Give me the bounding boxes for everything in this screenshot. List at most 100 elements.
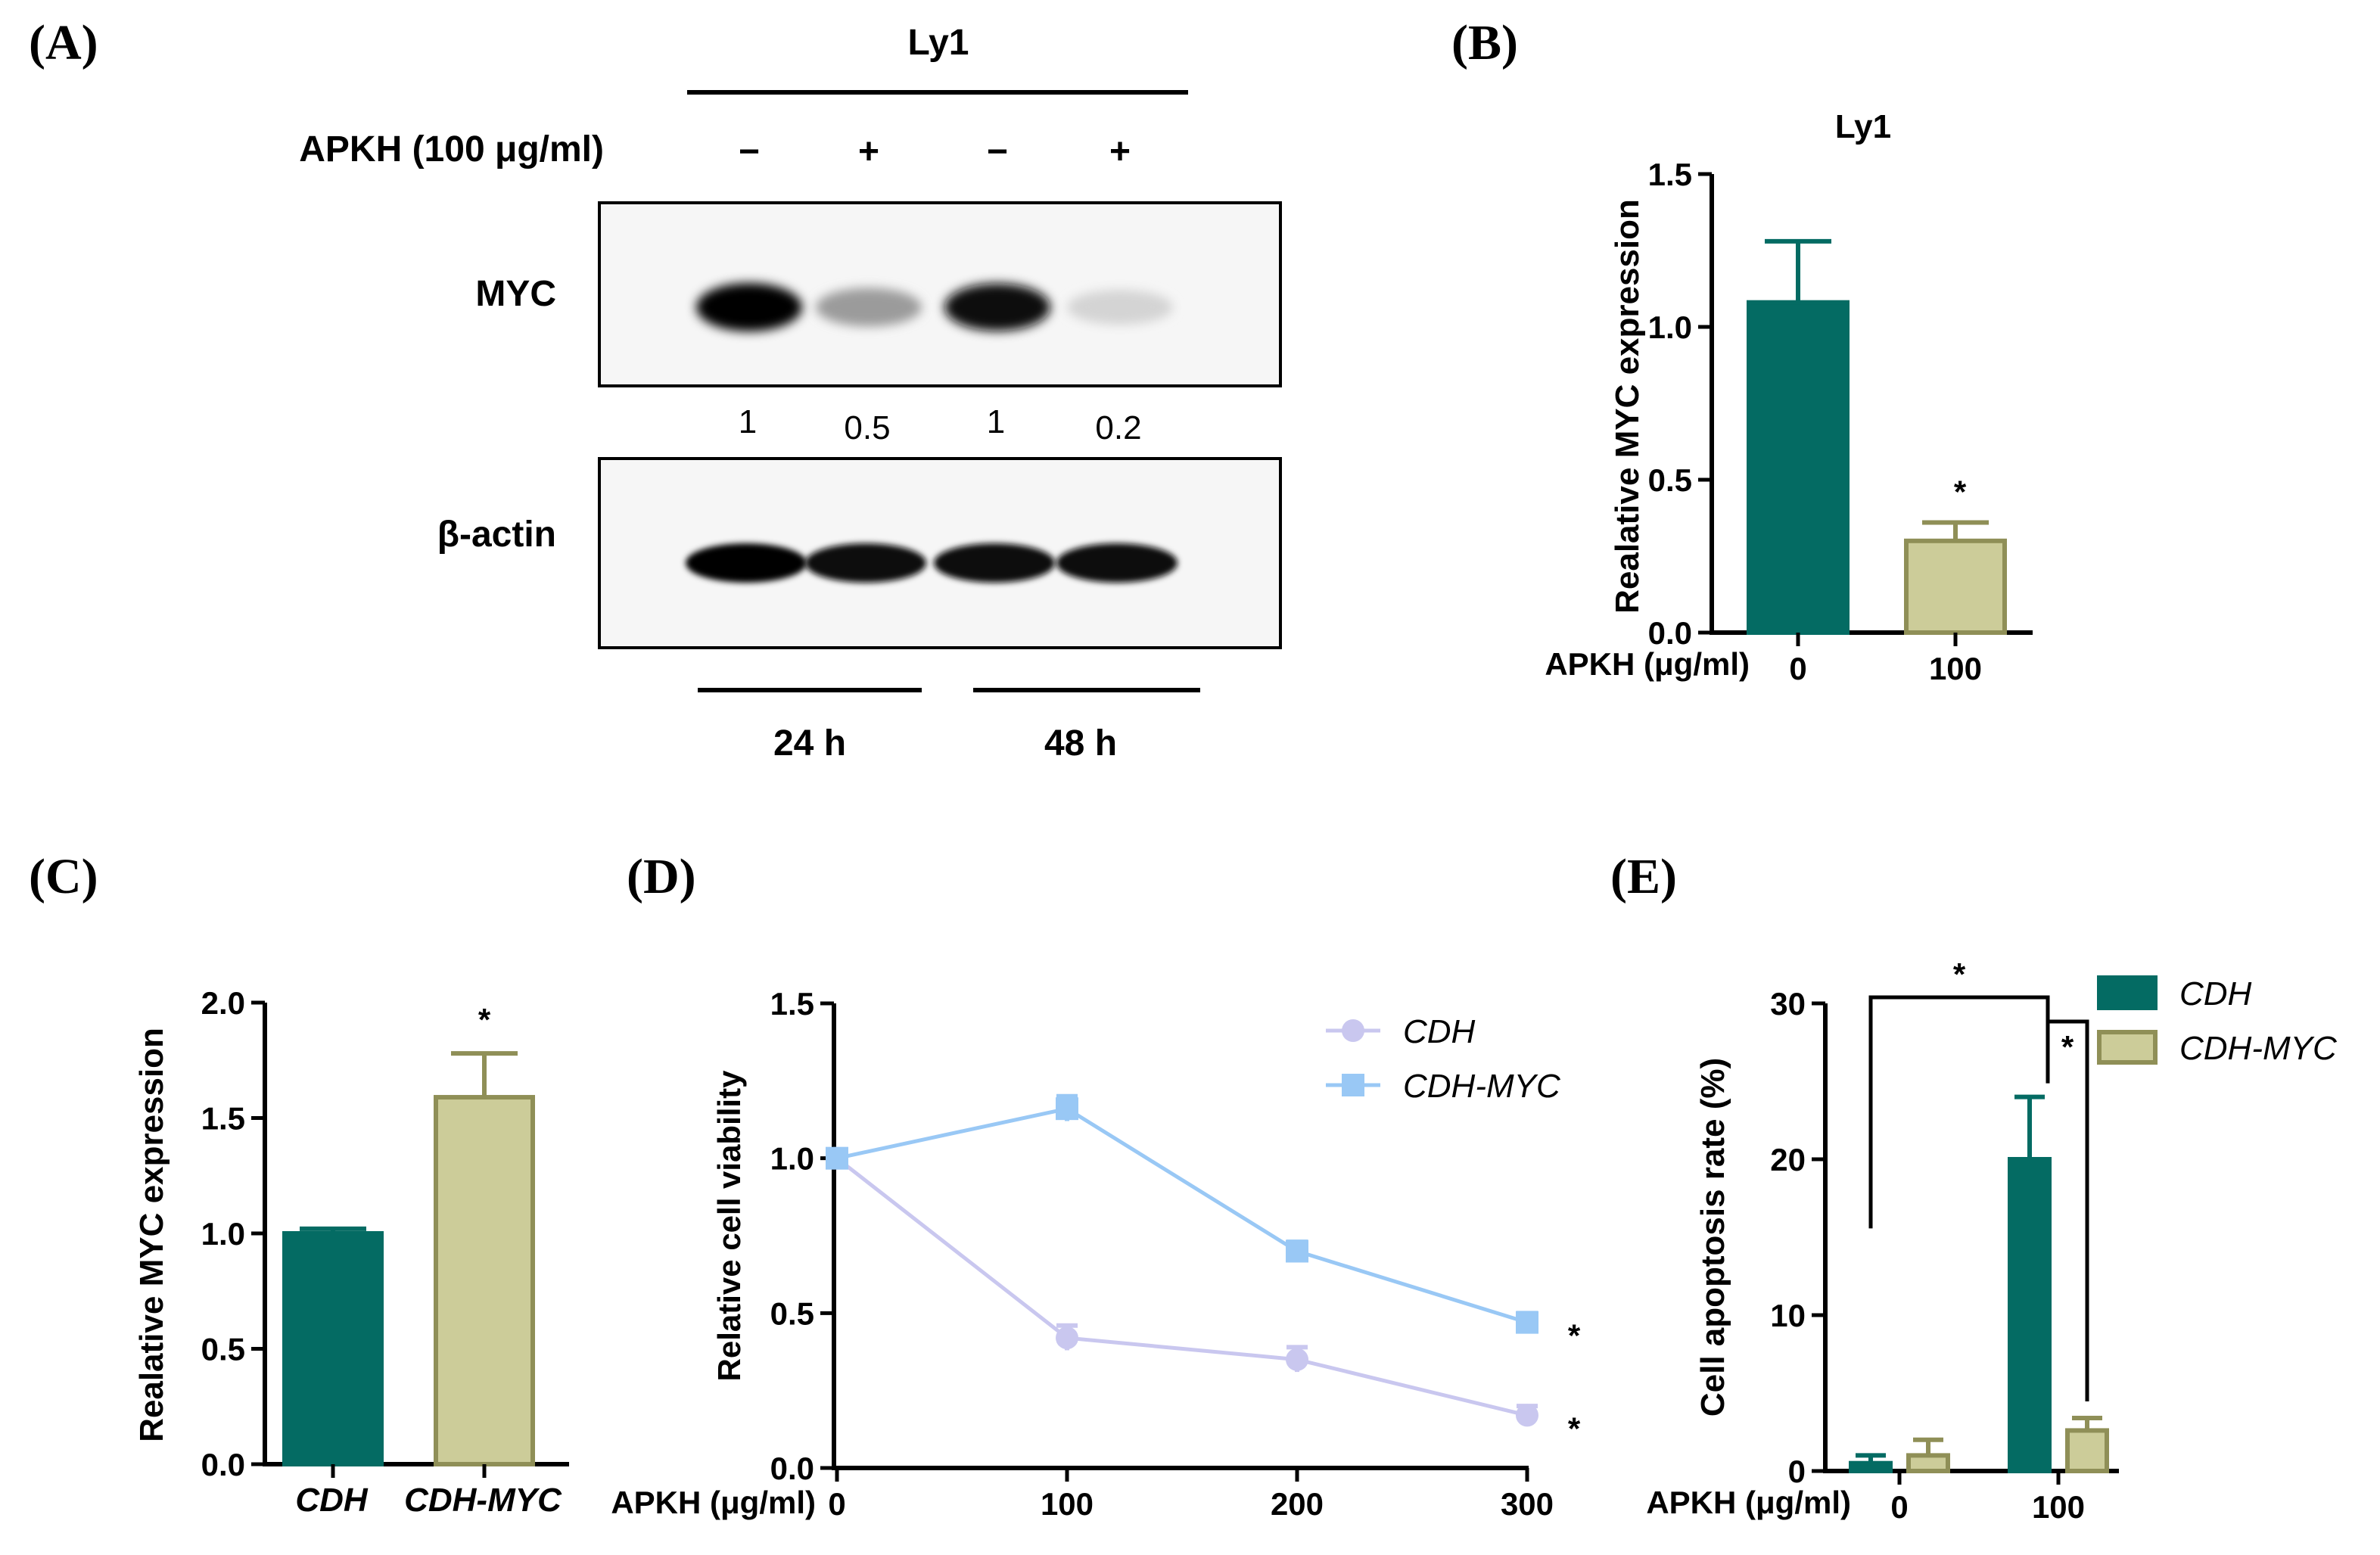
panel-c-chart: (C) Realative MYC expression 0.0 0.5 1.0 1.… xyxy=(29,849,569,1519)
chart-c-x-tick-label: CDH xyxy=(295,1482,369,1519)
panel-label-b: (B) xyxy=(1451,15,1518,70)
blot-cell-line-label: Ly1 xyxy=(908,23,969,63)
chart-e-legend-label: CDH-MYC xyxy=(2179,1030,2338,1067)
blot-quant-value: 1 xyxy=(987,403,1005,440)
blot-band-myc xyxy=(696,283,802,331)
chart-e-significance: * xyxy=(2061,1029,2074,1065)
chart-d-y-tick-label: 0.5 xyxy=(770,1295,814,1331)
chart-b-y-tick-label: 1.5 xyxy=(1648,157,1692,192)
chart-d-legend-label: CDH-MYC xyxy=(1403,1068,1561,1105)
chart-e-x-axis-label: APKH (μg/ml) xyxy=(1646,1485,1851,1520)
blot-time-label-24h: 24 h xyxy=(773,723,846,764)
chart-d-y-tick-label: 0.0 xyxy=(770,1451,814,1486)
chart-e-y-tick-label: 30 xyxy=(1770,986,1806,1022)
chart-d-x-tick-label: 300 xyxy=(1501,1486,1554,1522)
blot-lane-sign: − xyxy=(987,132,1008,172)
chart-d-series-line-cdh xyxy=(835,1156,1528,1417)
chart-e-x-tick-label: 100 xyxy=(2032,1489,2085,1525)
chart-d-point-cdh-myc xyxy=(1056,1097,1078,1121)
chart-d-point-cdh-myc xyxy=(1516,1311,1538,1334)
blot-band-myc xyxy=(1067,290,1173,325)
chart-e-y-axis-label: Cell apoptosis rate (%) xyxy=(1694,1058,1731,1417)
blot-quant-value: 0.2 xyxy=(1095,409,1141,446)
chart-c-bar xyxy=(282,1231,384,1466)
chart-d-y-tick-label: 1.5 xyxy=(770,986,814,1022)
blot-membrane-actin xyxy=(598,457,1282,649)
chart-d-x-tick-label: 100 xyxy=(1041,1486,1094,1522)
chart-d-y-tick-label: 1.0 xyxy=(770,1141,814,1177)
blot-membrane-myc xyxy=(598,201,1282,387)
blot-band-myc xyxy=(816,288,922,327)
chart-c-y-tick-label: 2.0 xyxy=(201,985,245,1021)
blot-band-actin xyxy=(805,543,926,583)
panel-e-chart: (E) Cell apoptosis rate (%) APKH (μg/ml)… xyxy=(1610,849,2338,1525)
blot-band-myc xyxy=(944,283,1050,331)
chart-b-title: Ly1 xyxy=(1835,108,1891,145)
chart-e-y-tick-label: 0 xyxy=(1788,1454,1806,1489)
chart-b-x-axis-label: APKH (μg/ml) xyxy=(1545,646,1750,682)
chart-d-x-tick-label: 200 xyxy=(1271,1486,1324,1522)
panel-a-western-blot: (A) Ly1 APKH (100 μg/ml) − + − + MYC 1 0.5 1 0… xyxy=(29,15,1282,764)
chart-d-series-line-cdh-myc xyxy=(836,1106,1528,1325)
chart-b-y-tick-label: 0.0 xyxy=(1648,615,1692,651)
panel-label-d: (D) xyxy=(627,849,696,904)
chart-e-significance: * xyxy=(1953,956,1966,992)
chart-e-y-tick-label: 20 xyxy=(1770,1142,1806,1177)
chart-c-y-tick-label: 0.5 xyxy=(201,1332,245,1367)
chart-e-bar-cdh-myc xyxy=(1906,1453,1950,1474)
chart-b-y-axis-label: Realative MYC expression xyxy=(1609,199,1646,614)
chart-e-legend-label: CDH xyxy=(2179,975,2252,1012)
blot-quant-value: 1 xyxy=(739,403,757,440)
chart-d-point-cdh xyxy=(1516,1404,1538,1427)
chart-d-significance: * xyxy=(1568,1410,1581,1446)
blot-band-label-actin: β-actin xyxy=(437,515,556,555)
panel-label-a: (A) xyxy=(29,15,98,70)
blot-treatment-label: APKH (100 μg/ml) xyxy=(299,129,604,169)
panel-d-chart: (D) Relative cell viability APKH (μg/ml)… xyxy=(611,849,1581,1522)
blot-band-label-myc: MYC xyxy=(475,274,556,314)
chart-b-y-tick-label: 0.5 xyxy=(1648,462,1692,498)
chart-b-bar xyxy=(1904,538,2007,635)
blot-quant-value: 0.5 xyxy=(844,409,890,446)
chart-d-legend-marker xyxy=(1342,1074,1364,1096)
chart-b-x-tick-label: 100 xyxy=(1929,651,1982,686)
chart-d-legend-label: CDH xyxy=(1403,1013,1476,1050)
chart-c-bar xyxy=(434,1095,535,1467)
chart-d-x-axis-label: APKH (μg/ml) xyxy=(611,1485,816,1520)
chart-e-legend-swatch xyxy=(2097,975,2158,1010)
chart-b-x-tick-label: 0 xyxy=(1789,651,1806,686)
chart-b-y-tick-label: 1.0 xyxy=(1648,309,1692,345)
chart-d-x-tick-label: 0 xyxy=(828,1486,845,1522)
chart-c-y-axis-label: Realative MYC expression xyxy=(133,1028,170,1442)
chart-e-significance-bracket xyxy=(2046,1019,2089,1401)
chart-e-bar-cdh xyxy=(2008,1157,2052,1473)
chart-b-bar xyxy=(1747,300,1850,635)
blot-lane-sign: + xyxy=(1109,132,1131,172)
chart-c-x-tick-label: CDH-MYC xyxy=(404,1482,562,1519)
chart-e-x-tick-label: 0 xyxy=(1890,1489,1908,1525)
panel-label-c: (C) xyxy=(29,849,98,904)
chart-c-significance: * xyxy=(478,1002,491,1037)
chart-c-y-tick-label: 1.5 xyxy=(201,1101,245,1137)
blot-lane-signs: − + − + xyxy=(739,132,1131,172)
blot-lane-sign: − xyxy=(739,132,760,172)
chart-e-bar-cdh-myc xyxy=(2065,1428,2109,1473)
chart-e-y-tick-label: 10 xyxy=(1770,1298,1806,1333)
panel-label-e: (E) xyxy=(1610,849,1677,904)
panel-b-chart: (B) Ly1 Realative MYC expression APKH (μ… xyxy=(1451,15,2033,686)
blot-quantification-row: 1 0.5 1 0.2 xyxy=(739,403,1142,446)
chart-b-significance: * xyxy=(1954,474,1967,510)
blot-band-actin xyxy=(686,543,807,583)
chart-d-significance: * xyxy=(1568,1318,1581,1354)
chart-d-legend-marker xyxy=(1342,1019,1364,1042)
chart-c-y-tick-label: 1.0 xyxy=(201,1216,245,1252)
chart-e-legend-swatch xyxy=(2097,1030,2158,1065)
chart-e-bar-cdh xyxy=(1849,1460,1893,1473)
blot-lane-sign: + xyxy=(858,132,879,172)
blot-band-actin xyxy=(1056,543,1178,583)
blot-time-label-48h: 48 h xyxy=(1044,723,1117,764)
chart-c-y-tick-label: 0.0 xyxy=(201,1447,245,1482)
chart-d-point-cdh xyxy=(1286,1348,1308,1371)
chart-d-point-cdh-myc xyxy=(826,1146,848,1170)
